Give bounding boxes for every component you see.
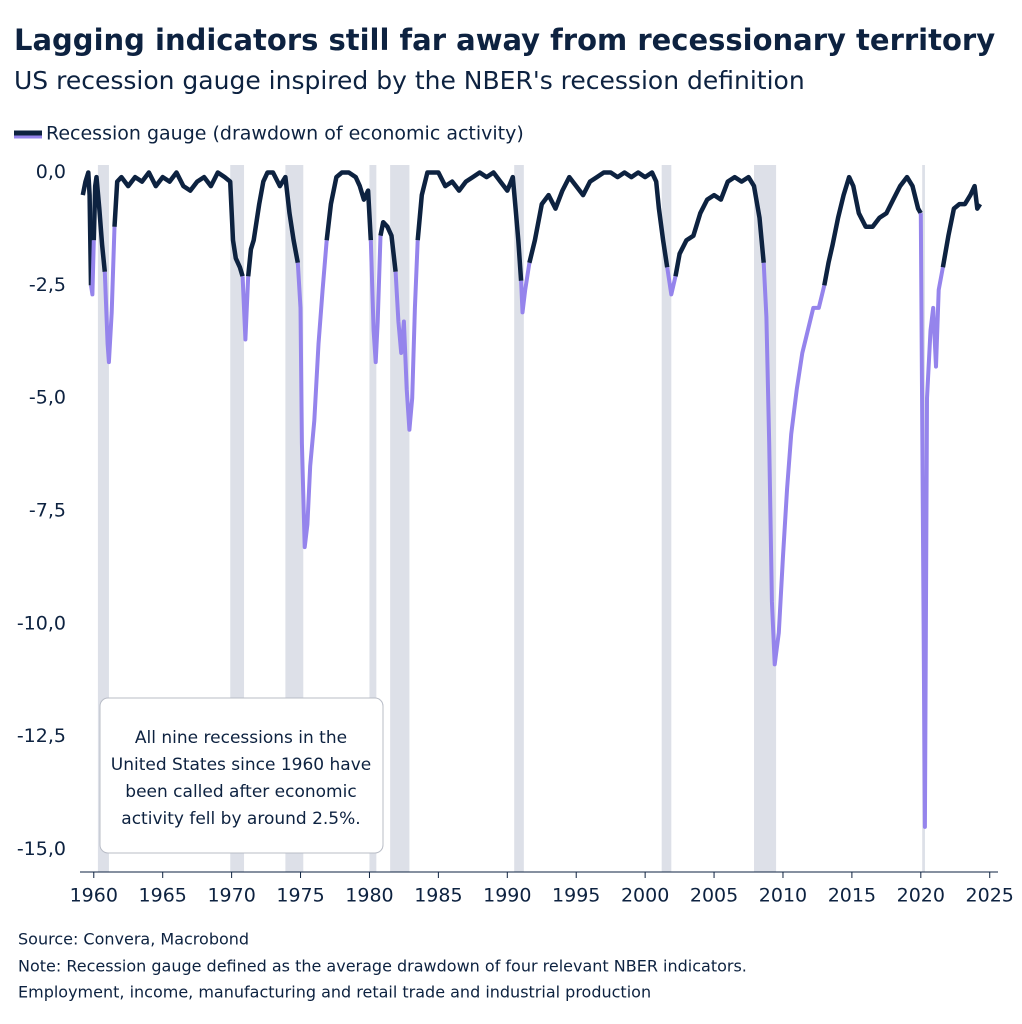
line-highlight	[665, 267, 678, 297]
line-highlight	[393, 240, 420, 432]
line	[940, 183, 983, 268]
line	[91, 174, 108, 273]
y-tick-label: -5,0	[29, 387, 66, 409]
annotation: United States since 1960 have	[111, 755, 371, 775]
line	[80, 170, 94, 286]
line-highlight	[295, 240, 329, 550]
line-highlight	[368, 235, 383, 365]
y-tick-label: -10,0	[17, 612, 66, 634]
line	[245, 170, 301, 277]
chart-title: Lagging indicators still far away from r…	[14, 23, 995, 57]
x-tick-label: 1975	[276, 885, 324, 907]
line-highlight	[761, 262, 827, 667]
y-tick-label: -2,5	[29, 274, 66, 296]
y-tick-label: -7,5	[29, 499, 66, 521]
line	[324, 170, 374, 241]
x-tick-label: 2010	[759, 885, 807, 907]
line-highlight	[102, 226, 117, 365]
x-tick-label: 1960	[70, 885, 118, 907]
annotation: All nine recessions in the	[135, 728, 347, 748]
line	[415, 170, 524, 281]
recession-band	[514, 165, 524, 872]
line	[378, 219, 398, 273]
x-tick-label: 2025	[966, 885, 1014, 907]
recession-band	[230, 165, 245, 872]
chart-subtitle: US recession gauge inspired by the NBER'…	[14, 66, 805, 95]
line-highlight	[240, 276, 251, 342]
recession-band	[390, 165, 410, 872]
line-highlight	[89, 240, 96, 297]
y-tick-label: 0,0	[36, 161, 66, 183]
recession-band	[661, 165, 672, 872]
note: Note: Recession gauge defined as the ave…	[18, 957, 747, 976]
x-tick-label: 1990	[483, 885, 531, 907]
line	[527, 170, 670, 268]
note: Employment, income, manufacturing and re…	[18, 983, 651, 1002]
line-highlight	[918, 213, 945, 829]
x-tick-label: 2005	[690, 885, 738, 907]
line	[673, 174, 766, 277]
x-tick-label: 1995	[552, 885, 600, 907]
recession-band	[369, 165, 377, 872]
x-tick-label: 1970	[207, 885, 255, 907]
recession-band	[285, 165, 304, 872]
annotation: been called after economic	[125, 782, 356, 802]
x-tick-label: 2020	[897, 885, 945, 907]
x-tick-label: 1965	[139, 885, 187, 907]
annotation: activity fell by around 2.5%.	[121, 809, 360, 829]
source: Source: Convera, Macrobond	[18, 930, 249, 949]
x-tick-label: 1980	[345, 885, 393, 907]
recession-band	[754, 165, 777, 872]
legend-label: Recession gauge (drawdown of economic ac…	[46, 123, 524, 145]
annotation-box	[99, 697, 384, 854]
line-highlight	[519, 262, 532, 315]
x-tick-label: 2015	[828, 885, 876, 907]
x-tick-label: 1985	[414, 885, 462, 907]
x-tick-label: 2000	[621, 885, 669, 907]
y-tick-label: -12,5	[17, 725, 66, 747]
line	[822, 174, 923, 286]
line	[112, 170, 245, 277]
recession-band	[97, 165, 109, 872]
y-tick-label: -15,0	[17, 838, 66, 860]
